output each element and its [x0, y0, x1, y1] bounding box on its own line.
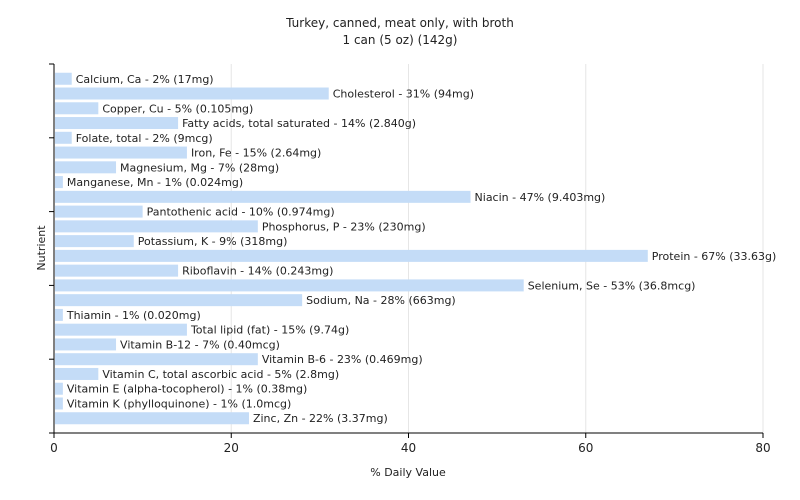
chart-title: Turkey, canned, meat only, with broth: [285, 16, 514, 30]
bar-label: Manganese, Mn - 1% (0.024mg): [67, 176, 243, 189]
bar: [55, 72, 72, 85]
x-axis-label: % Daily Value: [370, 466, 446, 479]
bar-label: Vitamin C, total ascorbic acid - 5% (2.8…: [102, 368, 339, 381]
bar-label: Iron, Fe - 15% (2.64mg): [191, 147, 321, 160]
bar: [55, 190, 471, 203]
bar: [55, 367, 99, 380]
bar-label: Fatty acids, total saturated - 14% (2.84…: [182, 117, 416, 130]
bar-label: Calcium, Ca - 2% (17mg): [76, 73, 214, 86]
bar-label: Magnesium, Mg - 7% (28mg): [120, 161, 279, 174]
bar: [55, 397, 63, 410]
bars-group: Calcium, Ca - 2% (17mg) Cholesterol - 31%…: [55, 72, 777, 425]
bar-label: Cholesterol - 31% (94mg): [333, 88, 474, 101]
x-tick-label: 80: [755, 441, 770, 455]
x-tick-label: 60: [578, 441, 593, 455]
bar: [55, 338, 117, 351]
bar-label: Folate, total - 2% (9mcg): [76, 132, 213, 145]
bar: [55, 102, 99, 115]
x-tick-label: 40: [401, 441, 416, 455]
bar: [55, 205, 143, 218]
bar: [55, 131, 72, 144]
bar: [55, 146, 187, 159]
bar-label: Phosphorus, P - 23% (230mg): [262, 220, 426, 233]
bar-label: Vitamin B-6 - 23% (0.469mg): [262, 353, 423, 366]
bar: [55, 382, 63, 395]
bar-label: Copper, Cu - 5% (0.105mg): [102, 102, 253, 115]
bar-label: Vitamin E (alpha-tocopherol) - 1% (0.38m…: [67, 383, 307, 396]
bar-label: Zinc, Zn - 22% (3.37mg): [253, 412, 388, 425]
bar-label: Vitamin B-12 - 7% (0.40mcg): [120, 338, 280, 351]
bar-label: Protein - 67% (33.63g): [652, 250, 777, 263]
bar: [55, 294, 303, 307]
bar: [55, 117, 179, 130]
bar-label: Vitamin K (phylloquinone) - 1% (1.0mcg): [67, 397, 291, 410]
bar: [55, 279, 524, 292]
bar: [55, 412, 249, 425]
bar-label: Riboflavin - 14% (0.243mg): [182, 265, 333, 278]
grid-lines: [230, 64, 764, 433]
bar: [55, 249, 648, 262]
bar: [55, 161, 117, 174]
y-axis-label: Nutrient: [35, 225, 48, 271]
bar: [55, 353, 258, 366]
x-tick-label: 0: [50, 441, 58, 455]
bar: [55, 220, 258, 233]
bar-label: Selenium, Se - 53% (36.8mcg): [528, 279, 696, 292]
bar: [55, 176, 63, 189]
x-tick-label: 20: [224, 441, 239, 455]
bar: [55, 235, 134, 248]
bar-label: Niacin - 47% (9.403mg): [475, 191, 606, 204]
bar-label: Potassium, K - 9% (318mg): [138, 235, 288, 248]
bar: [55, 264, 179, 277]
bar: [55, 323, 187, 336]
bar-label: Sodium, Na - 28% (663mg): [306, 294, 456, 307]
bar-label: Pantothenic acid - 10% (0.974mg): [147, 206, 335, 219]
bar: [55, 87, 329, 100]
bar-label: Thiamin - 1% (0.020mg): [66, 309, 201, 322]
bar-label: Total lipid (fat) - 15% (9.74g): [190, 324, 349, 337]
axes-group: 0 20 40 60 80: [49, 63, 771, 455]
chart-subtitle: 1 can (5 oz) (142g): [343, 33, 458, 47]
bar: [55, 308, 63, 321]
